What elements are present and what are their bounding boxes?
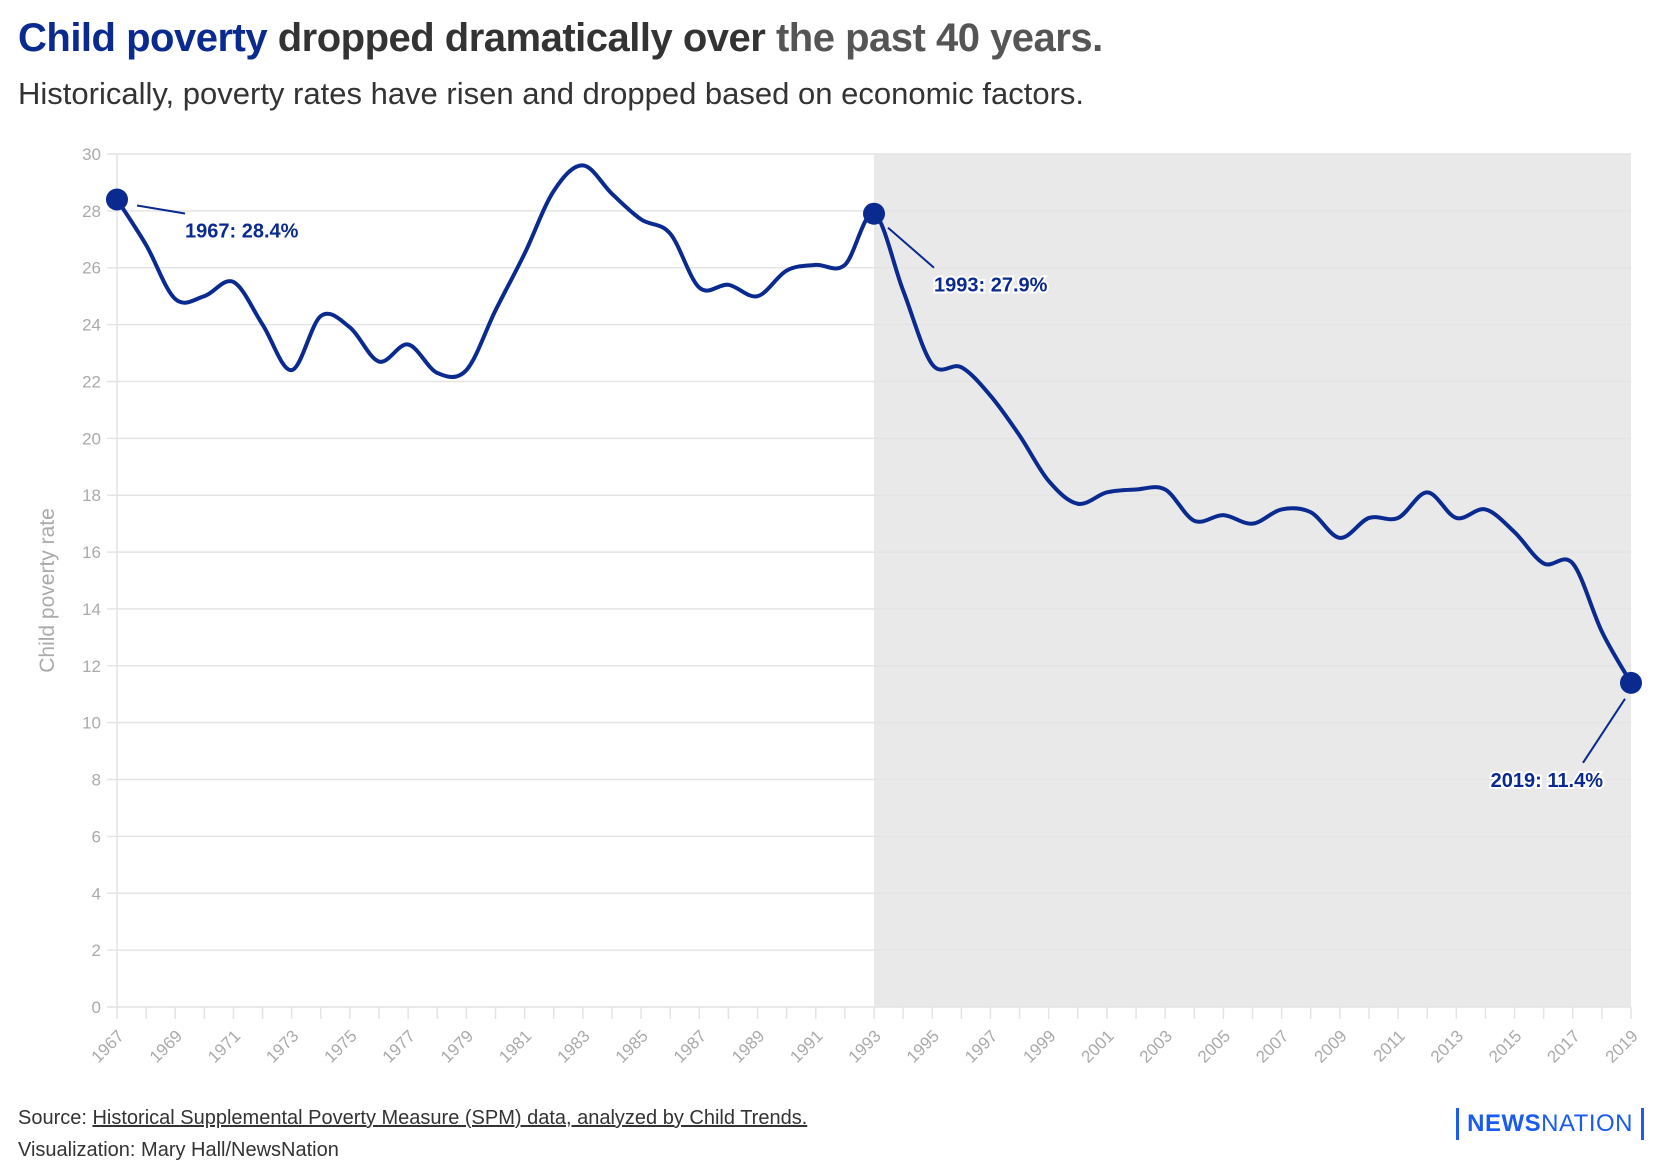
shaded-period [874, 154, 1631, 1007]
x-tick-label: 2003 [1136, 1026, 1176, 1066]
y-tick-label: 18 [82, 486, 101, 505]
x-tick-label: 2001 [1078, 1026, 1118, 1066]
y-tick-label: 28 [82, 202, 101, 221]
x-tick-label: 1975 [321, 1026, 361, 1066]
y-tick-label: 6 [92, 827, 101, 846]
y-tick-label: 2 [92, 941, 101, 960]
x-tick-label: 1999 [1019, 1026, 1059, 1066]
annotation-leader-line [1582, 698, 1626, 764]
chart-title: Child poverty dropped dramatically over … [18, 16, 1103, 61]
y-tick-label: 24 [82, 316, 101, 335]
x-tick-label: 1991 [786, 1026, 826, 1066]
x-tick-label: 2017 [1543, 1026, 1583, 1066]
y-tick-label: 0 [92, 998, 101, 1017]
annotation-marker [1620, 671, 1642, 694]
x-tick-label: 2015 [1485, 1026, 1525, 1066]
y-tick-label: 4 [92, 884, 101, 903]
annotation-leader-line [887, 226, 935, 269]
newsnation-logo: NEWSNATION [1456, 1108, 1644, 1140]
x-tick-label: 1971 [204, 1026, 244, 1066]
x-tick-label: 2007 [1252, 1026, 1292, 1066]
x-tick-label: 2019 [1602, 1026, 1642, 1066]
title-middle: dropped dramatically over [267, 16, 776, 60]
y-tick-label: 8 [92, 771, 101, 790]
x-tick-label: 1977 [379, 1026, 419, 1066]
x-tick-label: 1969 [146, 1026, 186, 1066]
title-highlight: Child poverty [18, 16, 268, 60]
footer: Source: Historical Supplemental Poverty … [18, 1102, 807, 1166]
x-tick-label: 1979 [437, 1026, 477, 1066]
annotation-label: 2019: 11.4% [1491, 770, 1604, 792]
y-axis-title: Child poverty rate [36, 508, 59, 673]
y-tick-label: 26 [82, 259, 101, 278]
x-tick-label: 1981 [495, 1026, 535, 1066]
y-tick-label: 12 [82, 657, 101, 676]
y-tick-label: 14 [82, 600, 101, 619]
x-tick-label: 1989 [728, 1026, 768, 1066]
x-tick-label: 1967 [88, 1026, 128, 1066]
source-link[interactable]: Historical Supplemental Poverty Measure … [92, 1107, 808, 1129]
y-tick-label: 22 [82, 372, 101, 391]
x-tick-label: 1983 [553, 1026, 593, 1066]
chart-subtitle: Historically, poverty rates have risen a… [18, 76, 1085, 111]
annotation-marker [106, 188, 128, 211]
x-tick-label: 2005 [1194, 1026, 1234, 1066]
x-tick-label: 2011 [1370, 1026, 1409, 1065]
annotation-label: 1993: 27.9% [934, 275, 1048, 297]
y-tick-label: 16 [82, 543, 101, 562]
title-end: the past 40 years. [775, 16, 1103, 60]
x-tick-label: 2013 [1427, 1026, 1467, 1066]
y-tick-label: 20 [82, 429, 101, 448]
annotation-leader-line [136, 204, 186, 215]
x-tick-label: 1993 [845, 1026, 885, 1066]
x-tick-label: 1987 [670, 1026, 710, 1066]
x-tick-label: 1995 [903, 1026, 943, 1066]
x-tick-label: 1973 [262, 1026, 302, 1066]
y-tick-label: 10 [82, 714, 101, 733]
credit: Visualization: Mary Hall/NewsNation [18, 1139, 339, 1161]
annotation-label: 1967: 28.4% [185, 220, 299, 242]
annotation-marker [863, 202, 885, 225]
source-prefix: Source: [18, 1107, 93, 1129]
x-tick-label: 1985 [612, 1026, 652, 1066]
x-tick-label: 2009 [1310, 1026, 1350, 1066]
x-tick-label: 1997 [961, 1026, 1001, 1066]
y-tick-label: 30 [82, 145, 101, 164]
